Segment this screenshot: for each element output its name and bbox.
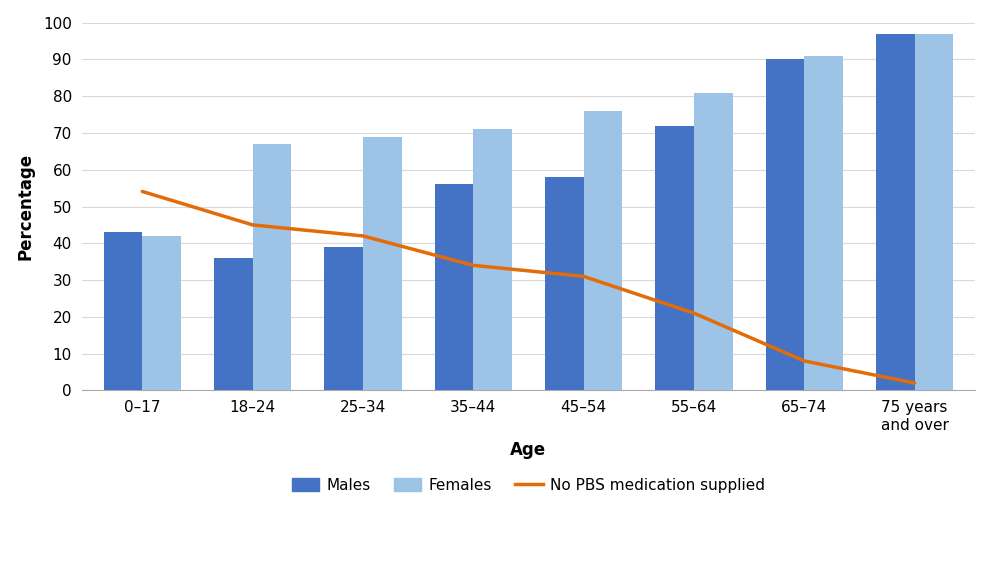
- Bar: [142, 236, 181, 391]
- Bar: [363, 137, 402, 391]
- Legend: Males, Females, No PBS medication supplied: Males, Females, No PBS medication suppli…: [286, 471, 772, 499]
- Bar: [915, 33, 953, 391]
- Bar: [214, 258, 253, 391]
- Bar: [876, 33, 915, 391]
- X-axis label: Age: Age: [511, 441, 547, 459]
- Bar: [545, 177, 583, 391]
- Y-axis label: Percentage: Percentage: [17, 153, 35, 260]
- Bar: [473, 129, 512, 391]
- Bar: [805, 56, 843, 391]
- Bar: [324, 247, 363, 391]
- Bar: [434, 185, 473, 391]
- Bar: [656, 126, 694, 391]
- Bar: [104, 233, 142, 391]
- Bar: [253, 144, 292, 391]
- Bar: [766, 59, 805, 391]
- Bar: [583, 111, 622, 391]
- Bar: [694, 92, 732, 391]
